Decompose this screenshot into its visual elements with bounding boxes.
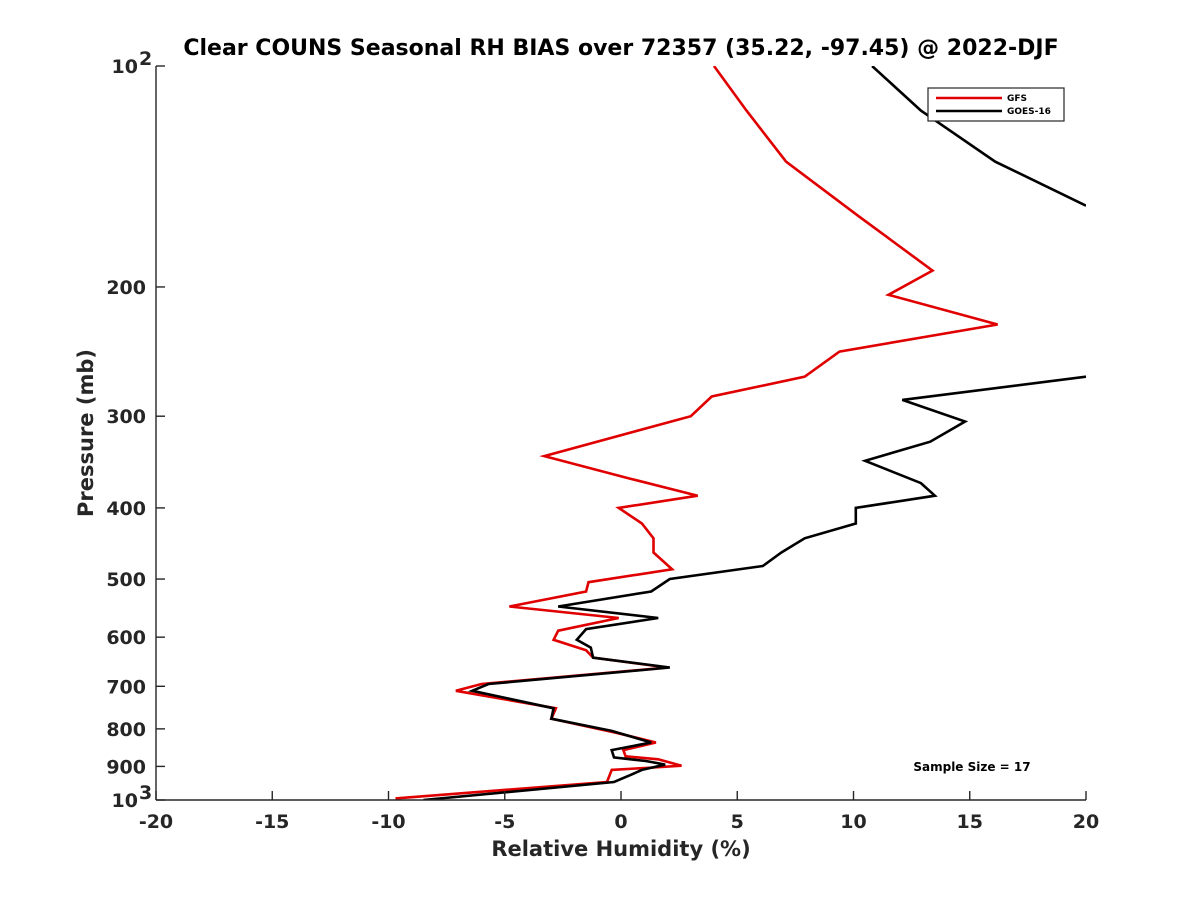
x-axis: -20 -15 -10 -5 0 5 10 15 20 — [139, 791, 1099, 833]
x-axis-title: Relative Humidity (%) — [491, 837, 750, 861]
series-group — [395, 66, 1086, 800]
y-tick-label: 10 — [112, 56, 138, 78]
x-tick-label: 10 — [840, 811, 866, 833]
x-tick-label: -20 — [139, 811, 173, 833]
plot-area — [155, 66, 1086, 801]
y-tick-label: 800 — [106, 719, 146, 741]
x-tick-label: -10 — [371, 811, 405, 833]
x-tick-label: -5 — [494, 811, 515, 833]
legend-label-goes-16: GOES-16 — [1007, 107, 1051, 117]
series-line-goes-16 — [423, 66, 1086, 800]
x-tick-label: 15 — [957, 811, 983, 833]
y-tick-label: 10 — [112, 790, 138, 812]
legend-box — [927, 87, 1065, 122]
y-axis-title: Pressure (mb) — [74, 349, 98, 517]
y-tick-label: 700 — [106, 676, 146, 698]
x-tick-label: 0 — [614, 811, 627, 833]
series-line-gfs — [395, 66, 998, 800]
y-tick-exponent: 3 — [139, 782, 152, 804]
y-tick-label: 300 — [106, 406, 146, 428]
x-tick-label: 5 — [731, 811, 744, 833]
y-tick-label: 400 — [106, 498, 146, 520]
y-tick-label: 900 — [106, 756, 146, 778]
legend-label-gfs: GFS — [1007, 94, 1027, 104]
x-tick-label: -15 — [255, 811, 289, 833]
legend: GFS GOES-16 — [927, 87, 1065, 122]
sample-size-annotation: Sample Size = 17 — [913, 760, 1030, 774]
y-tick-exponent: 2 — [139, 48, 152, 70]
x-tick-label: 20 — [1073, 811, 1099, 833]
chart-title: Clear COUNS Seasonal RH BIAS over 72357 … — [183, 36, 1058, 61]
y-tick-label: 200 — [106, 277, 146, 299]
y-tick-label: 500 — [106, 569, 146, 591]
y-tick-label: 600 — [106, 627, 146, 649]
